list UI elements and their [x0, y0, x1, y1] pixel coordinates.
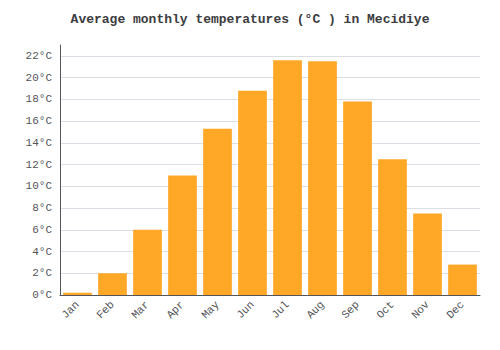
svg-text:Apr: Apr: [164, 299, 186, 321]
svg-text:0°C: 0°C: [32, 289, 52, 301]
svg-text:6°C: 6°C: [32, 224, 52, 236]
svg-text:20°C: 20°C: [26, 72, 53, 84]
svg-text:18°C: 18°C: [26, 93, 53, 105]
svg-text:Dec: Dec: [444, 299, 466, 321]
svg-text:Jun: Jun: [234, 299, 256, 321]
svg-text:Sep: Sep: [339, 299, 361, 321]
svg-text:Feb: Feb: [94, 299, 116, 321]
svg-text:Aug: Aug: [304, 299, 326, 321]
svg-text:4°C: 4°C: [32, 246, 52, 258]
svg-text:14°C: 14°C: [26, 137, 53, 149]
svg-text:10°C: 10°C: [26, 180, 53, 192]
svg-text:16°C: 16°C: [26, 115, 53, 127]
svg-text:Jan: Jan: [59, 299, 81, 321]
svg-text:12°C: 12°C: [26, 159, 53, 171]
svg-text:Jul: Jul: [269, 299, 291, 321]
svg-text:May: May: [199, 298, 222, 321]
svg-text:Oct: Oct: [374, 299, 396, 321]
svg-text:8°C: 8°C: [32, 202, 52, 214]
svg-text:Nov: Nov: [409, 298, 432, 321]
svg-text:2°C: 2°C: [32, 267, 52, 279]
svg-text:22°C: 22°C: [26, 50, 53, 62]
svg-text:Average monthly temperatures (: Average monthly temperatures (°C ) in Me…: [71, 12, 430, 27]
svg-text:Mar: Mar: [129, 299, 151, 321]
